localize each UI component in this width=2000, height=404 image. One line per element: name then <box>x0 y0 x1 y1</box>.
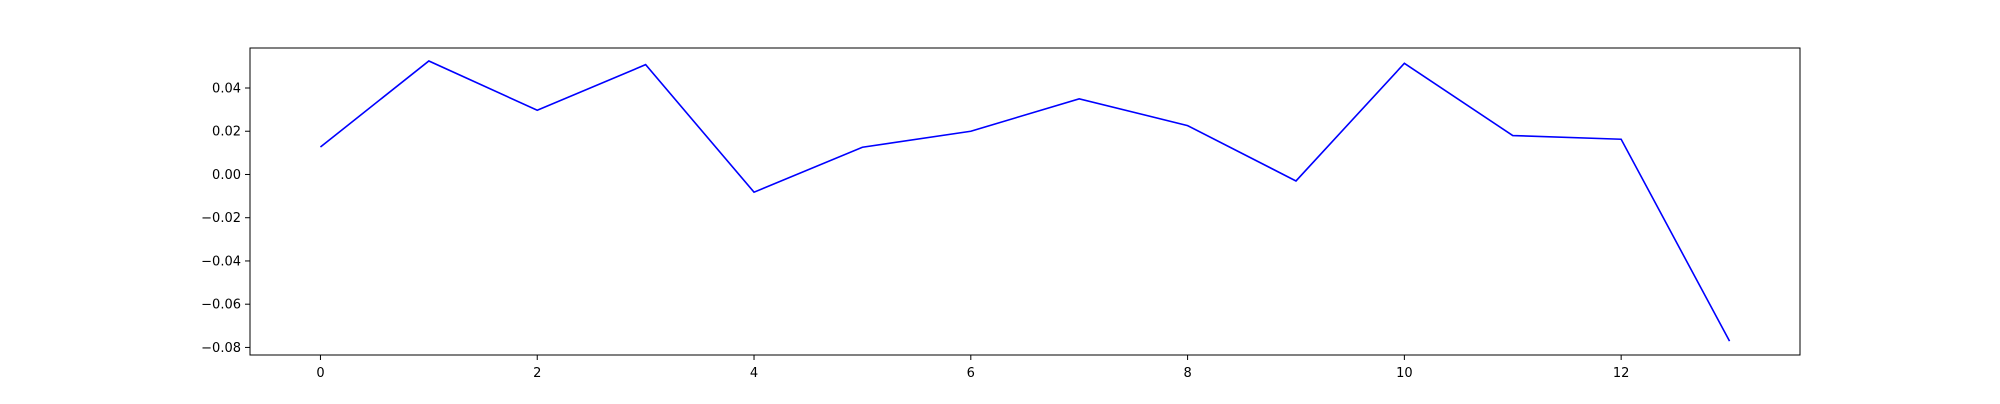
y-tick-label: −0.02 <box>201 211 241 226</box>
x-axis: 0 2 4 6 8 10 12 <box>316 355 1629 381</box>
series-line <box>319 60 1731 342</box>
x-tick-label: 2 <box>533 366 541 381</box>
x-tick-label: 12 <box>1613 366 1630 381</box>
x-tick-label: 6 <box>967 366 975 381</box>
y-tick-label: −0.08 <box>201 341 241 356</box>
y-tick-label: 0.02 <box>212 125 241 140</box>
y-axis: −0.08 −0.06 −0.04 −0.02 0.00 0.02 0.04 <box>201 81 250 356</box>
x-tick-label: 0 <box>316 366 324 381</box>
plot-area-frame <box>249 47 1801 356</box>
y-tick-label: −0.04 <box>201 254 241 269</box>
y-tick-label: 0.04 <box>212 81 241 96</box>
x-tick-label: 4 <box>750 366 758 381</box>
x-tick-label: 8 <box>1183 366 1191 381</box>
series-layer <box>319 60 1731 342</box>
y-tick-label: 0.00 <box>212 168 241 183</box>
y-tick-label: −0.06 <box>201 298 241 313</box>
x-tick-label: 10 <box>1396 366 1413 381</box>
